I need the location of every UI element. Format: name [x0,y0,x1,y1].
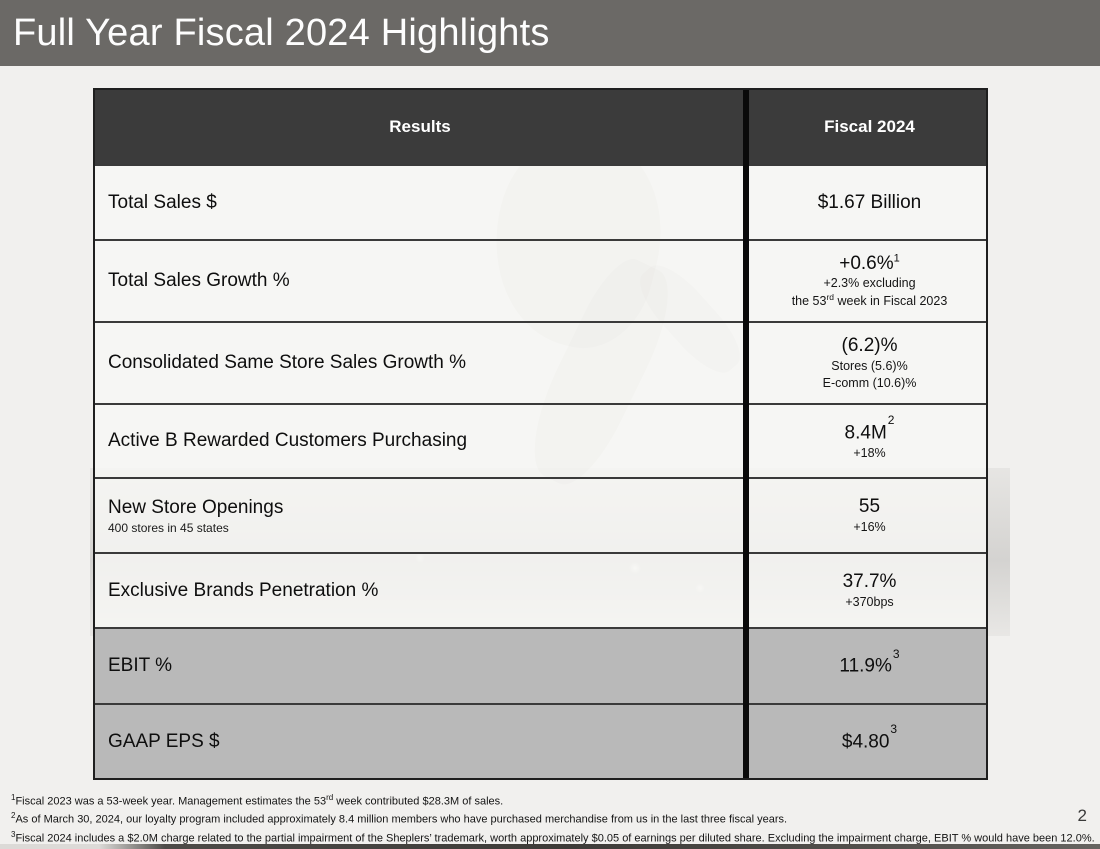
row-value: $4.803 [841,722,898,753]
row-value: 11.9%3 [839,646,900,677]
table-row-exclusive-brands-penetration: Exclusive Brands Penetration % 37.7% +37… [95,552,986,627]
row-value: (6.2)% [841,335,898,357]
row-value: $1.67 Billion [817,191,922,213]
table-row-new-store-openings: New Store Openings 400 stores in 45 stat… [95,477,986,552]
table-row-total-sales: Total Sales $ $1.67 Billion [95,164,986,239]
highlights-table: Results Fiscal 2024 Total Sales $ $1.67 … [93,88,988,780]
table-header-row: Results Fiscal 2024 [95,90,986,164]
footnote-1: 1Fiscal 2023 was a 53-week year. Managem… [11,793,504,808]
row-value: 8.4M2 [844,413,895,444]
page-number: 2 [1077,806,1087,825]
row-value: +0.6%1 [839,252,900,274]
row-label: GAAP EPS $ [108,730,220,752]
footnote-3: 3Fiscal 2024 includes a $2.0M charge rel… [11,829,1095,845]
row-label: Active B Rewarded Customers Purchasing [108,430,468,451]
row-label: Consolidated Same Store Sales Growth % [108,352,467,373]
row-value: 37.7% [842,571,897,593]
footnotes-block: 1Fiscal 2023 was a 53-week year. Managem… [11,791,1095,846]
row-value-subtext: the 53rd week in Fiscal 2023 [791,292,948,309]
row-value: 55 [858,496,881,518]
table-row-total-sales-growth: Total Sales Growth % +0.6%1 +2.3% exclud… [95,239,986,321]
table-column-divider [743,90,749,778]
table-row-active-rewarded-customers: Active B Rewarded Customers Purchasing 8… [95,403,986,477]
fiscal-2024-header-label: Fiscal 2024 [824,117,915,136]
row-value-subtext: +16% [853,519,886,534]
footnote-marker: 3 [890,722,898,737]
row-label-subtext: 400 stores in 45 states [108,520,229,535]
footnote-marker: 1 [893,252,900,265]
footnote-2: 2As of March 30, 2024, our loyalty progr… [11,811,788,827]
table-row-same-store-sales-growth: Consolidated Same Store Sales Growth % (… [95,321,986,403]
slide-title-bar: Full Year Fiscal 2024 Highlights [0,0,1100,66]
header-cell-fiscal-2024: Fiscal 2024 [745,90,986,164]
row-value-subtext: E-comm (10.6)% [822,375,917,390]
row-label: Total Sales $ [108,191,217,213]
results-header-label: Results [389,117,451,136]
row-label: Total Sales Growth % [108,270,290,291]
footnote-marker: 2 [887,413,895,428]
slide-title: Full Year Fiscal 2024 Highlights [13,12,550,54]
row-value-subtext: +2.3% excluding [823,276,916,291]
row-label: New Store Openings [108,496,284,518]
header-cell-results: Results [95,90,745,164]
row-value-subtext: Stores (5.6)% [831,359,908,373]
row-value-subtext: +370bps [845,594,894,609]
row-value-subtext: +18% [853,446,886,461]
table-row-gaap-eps: GAAP EPS $ $4.803 [95,703,986,778]
row-label: Exclusive Brands Penetration % [108,579,379,601]
table-row-ebit: EBIT % 11.9%3 [95,627,986,703]
row-label: EBIT % [108,655,173,676]
footnote-marker: 3 [892,646,900,661]
